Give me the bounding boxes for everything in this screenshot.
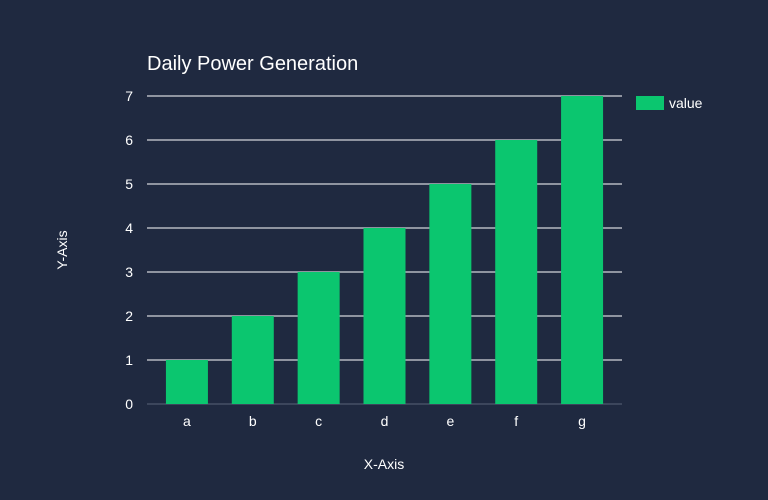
bars bbox=[165, 96, 604, 404]
y-tick-label: 7 bbox=[125, 88, 133, 104]
x-axis-title: X-Axis bbox=[364, 456, 404, 472]
x-tick-label: f bbox=[514, 413, 518, 429]
bar-e[interactable] bbox=[429, 184, 472, 404]
bar-b[interactable] bbox=[231, 316, 274, 404]
bar-d[interactable] bbox=[363, 228, 406, 404]
y-tick-label: 5 bbox=[125, 176, 133, 192]
bar-c[interactable] bbox=[297, 272, 340, 404]
x-tick-label: e bbox=[446, 413, 454, 429]
y-tick-label: 4 bbox=[125, 220, 133, 236]
legend-label: value bbox=[669, 95, 703, 111]
y-tick-label: 2 bbox=[125, 308, 133, 324]
y-tick-label: 0 bbox=[125, 396, 133, 412]
x-tick-label: a bbox=[183, 413, 191, 429]
y-tick-label: 3 bbox=[125, 264, 133, 280]
y-axis-title: Y-Axis bbox=[54, 230, 70, 269]
y-tick-label: 6 bbox=[125, 132, 133, 148]
x-tick-label: b bbox=[249, 413, 257, 429]
legend[interactable]: value bbox=[636, 95, 703, 111]
y-axis-ticks: 0 1 2 3 4 5 6 7 bbox=[125, 88, 133, 412]
y-tick-label: 1 bbox=[125, 352, 133, 368]
bar-a[interactable] bbox=[165, 360, 208, 404]
chart-title: Daily Power Generation bbox=[147, 53, 358, 75]
legend-swatch bbox=[636, 96, 664, 110]
bar-g[interactable] bbox=[561, 96, 604, 404]
x-axis-ticks: a b c d e f g bbox=[183, 413, 586, 429]
bar-f[interactable] bbox=[495, 140, 538, 404]
x-tick-label: d bbox=[381, 413, 389, 429]
x-tick-label: g bbox=[578, 413, 586, 429]
x-tick-label: c bbox=[315, 413, 322, 429]
